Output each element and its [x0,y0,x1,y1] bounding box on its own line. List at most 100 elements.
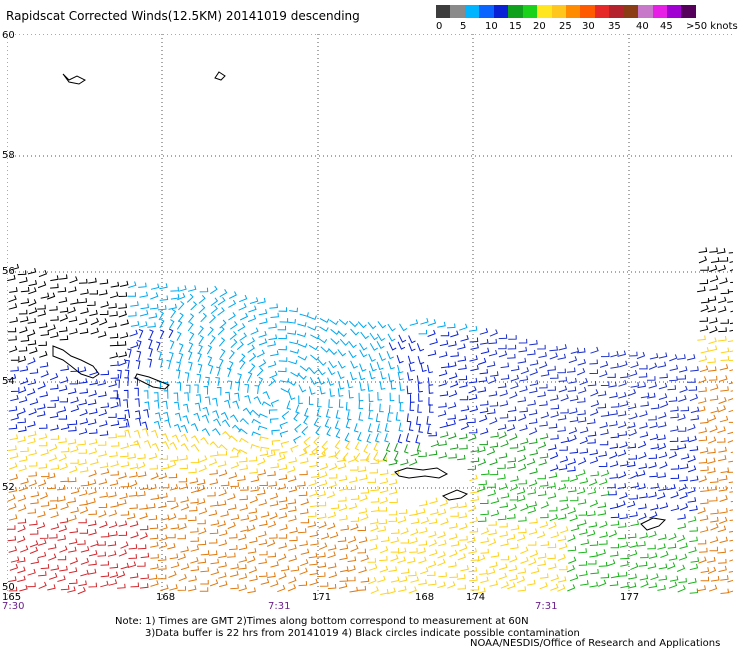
wind-barb [30,498,39,505]
wind-barb [117,369,122,379]
wind-barb [89,289,99,295]
wind-barb [228,435,238,442]
wind-barb [579,528,588,535]
wind-barb [358,371,366,381]
wind-barb [597,549,606,556]
wind-barb [567,584,576,592]
wind-barb [159,523,168,531]
wind-barb [698,355,708,363]
wind-barb [37,304,46,310]
wind-barb [668,581,678,589]
wind-barb [299,365,310,372]
wind-barb [110,420,120,427]
wind-barb [159,329,165,339]
wind-barb [599,520,608,528]
wind-barb [213,418,222,427]
wind-barb [17,418,26,424]
wind-barb [699,365,709,373]
wind-barb [489,417,498,425]
wind-barb [679,385,688,393]
wind-barb [97,441,107,446]
wind-barb [330,328,340,336]
wind-barb [57,575,66,582]
wind-barb [158,358,164,368]
wind-barb [107,540,117,547]
wind-barb [108,579,118,586]
wind-barb [27,582,36,588]
wind-barb [253,396,262,405]
wind-barb [174,401,180,411]
wind-barb [500,439,509,448]
wind-barb [578,510,588,516]
wind-barb [150,283,160,290]
wind-barb [427,425,432,435]
wind-barb [69,465,78,474]
wind-barb [428,431,437,437]
wind-barb [728,290,733,293]
wind-barb [677,413,686,421]
wind-barb [468,547,477,554]
wind-barb [619,513,628,520]
wind-barb [437,551,446,559]
wind-barb [207,491,216,497]
wind-barb [168,303,177,310]
wind-barb [658,575,668,581]
wind-barb [219,289,228,298]
wind-barb [143,439,152,449]
wind-barb [489,458,498,466]
wind-barb [69,276,78,284]
wind-barb [697,539,707,545]
wind-barb [139,309,149,317]
wind-barb [359,382,366,391]
wind-barb [257,457,266,466]
wind-barb [7,535,17,542]
wind-barb [486,568,496,575]
wind-barb [450,512,459,517]
wind-barb [198,464,207,473]
wind-barb [278,464,288,471]
wind-barb [190,527,199,533]
wind-barb [249,409,260,417]
wind-barb [58,453,67,462]
wind-barb [49,572,58,580]
wind-barb [228,312,236,321]
wind-barb [550,574,560,582]
wind-barb [388,517,398,522]
wind-barb [158,472,168,480]
wind-barb [78,298,88,304]
wind-barb [309,560,318,566]
wind-barb [310,539,319,546]
wind-barb [227,380,233,390]
wind-barb [334,439,341,450]
wind-barb [99,310,109,315]
wind-barb [258,499,268,506]
wind-barb [448,432,457,440]
wind-barb [249,496,259,504]
wind-barb [319,318,330,323]
wind-barb [559,496,568,502]
wind-barb [719,364,729,371]
wind-barb [567,386,577,392]
wind-barb [519,407,528,413]
wind-barb [100,560,110,566]
wind-barb [20,545,29,553]
wind-barb [548,522,557,530]
wind-barb [124,429,131,438]
wind-barb [727,579,733,583]
wind-barb [156,341,161,351]
wind-barb [559,455,569,463]
wind-barb [386,412,392,422]
wind-barb [518,338,528,344]
wind-barb [193,412,201,422]
wind-barb [619,541,629,548]
legend-swatch [623,5,639,18]
wind-barb [547,482,556,488]
wind-barb [354,441,360,451]
wind-barb [97,379,107,386]
wind-barb [269,370,278,379]
wind-barb [339,554,348,561]
wind-barb [78,378,88,384]
wind-barb [27,339,37,346]
wind-barb [310,354,320,361]
wind-barb [280,441,290,448]
